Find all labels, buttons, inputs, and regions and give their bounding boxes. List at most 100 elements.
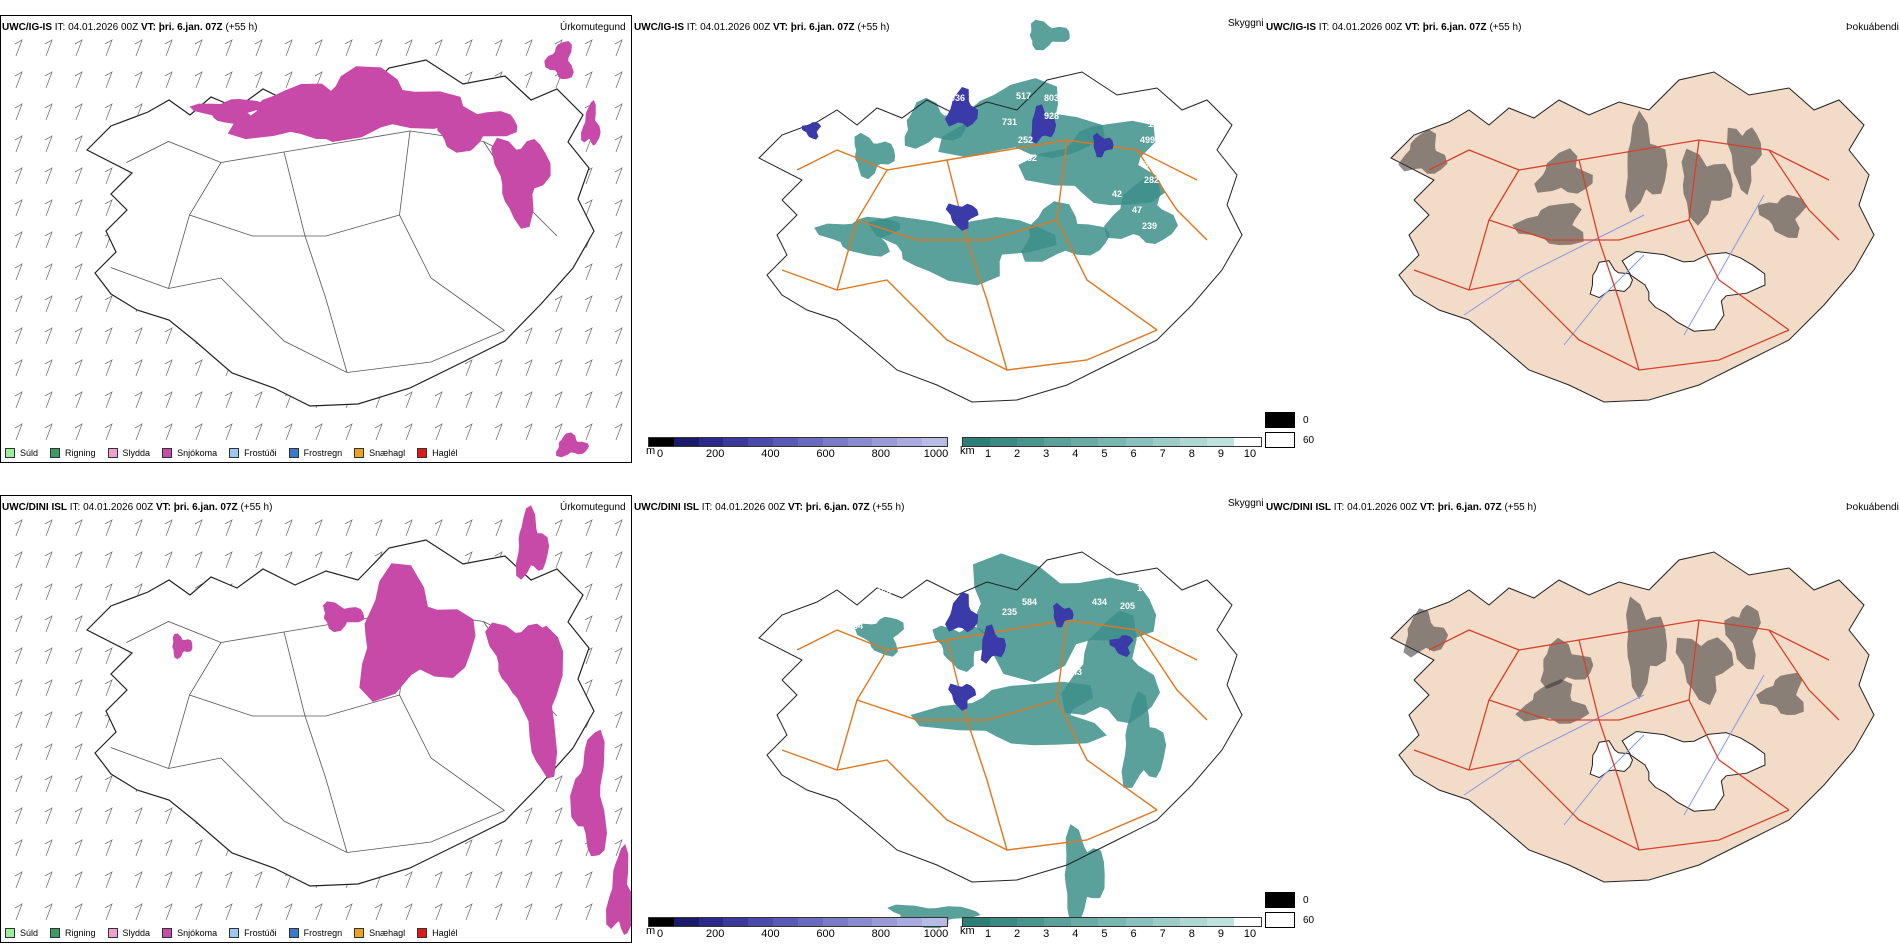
colorbar-tick: 2 [1014, 928, 1021, 940]
wind-barb [614, 679, 623, 697]
fog-legend-row1: 0 60 [1265, 412, 1314, 452]
wind-barb [554, 519, 563, 537]
colorbar-cell [649, 438, 674, 446]
wind-barb [74, 327, 83, 345]
wind-barb [134, 391, 143, 409]
river-line [1683, 194, 1765, 336]
wind-barb [14, 871, 23, 889]
colorbar-cell [1071, 438, 1099, 446]
wind-barb [374, 39, 383, 57]
wind-barb [554, 871, 563, 889]
legend-item-frostúði: Frostúði [229, 448, 277, 458]
road-line [856, 699, 1058, 721]
snow-area [172, 633, 193, 660]
visibility-panel-row2: 368 584 434 135 205 160 235 764 43 176 [632, 495, 1264, 943]
wind-barb [224, 423, 233, 441]
legend-label: Haglél [432, 448, 458, 458]
wind-barb [494, 839, 503, 857]
wind-barb [254, 71, 263, 89]
wind-barb [74, 647, 83, 665]
wind-barb [164, 839, 173, 857]
colorbar-cell [723, 918, 749, 926]
wind-barb [404, 871, 413, 889]
legend-label: Súld [20, 448, 39, 458]
wind-barb [554, 391, 563, 409]
wind-barb [464, 423, 473, 441]
wind-barb [614, 519, 623, 537]
road-line [1468, 139, 1830, 291]
wind-barb [74, 519, 83, 537]
height-label: 731 [1002, 117, 1017, 127]
height-colorbar-labels: 0 200 400 600 800 1000 [648, 927, 948, 941]
legend-swatch [229, 448, 240, 458]
wind-barb [104, 359, 113, 377]
colorbar-tick: 9 [1217, 448, 1224, 460]
height-label: 43 [1072, 667, 1082, 677]
visibility-unit: km [960, 445, 975, 457]
wind-barb [554, 839, 563, 857]
colorbar-tick: 9 [1217, 928, 1224, 940]
wind-barb [434, 423, 443, 441]
wind-barb [194, 839, 203, 857]
wind-barb [104, 71, 113, 89]
panel-title-fog-row2: Þokuábendi [1846, 502, 1899, 513]
panel-title-visibility-row2: Skyggni [1228, 498, 1264, 509]
colorbar-tick: 200 [706, 448, 725, 460]
colorbar-cell [773, 918, 798, 926]
wind-barb [104, 647, 113, 665]
wind-barb [14, 103, 23, 121]
wind-barb [614, 583, 623, 601]
snow-area [513, 625, 564, 779]
colorbar-cell [797, 438, 823, 446]
legend-label: Súld [20, 928, 39, 938]
legend-label: Snæhagl [369, 928, 406, 938]
wind-barb [134, 39, 143, 57]
wind-barb [434, 871, 443, 889]
wind-barb [494, 359, 503, 377]
low-ceiling-area [945, 203, 979, 231]
wind-barb [134, 423, 143, 441]
snow-area [491, 137, 551, 229]
wind-barb [494, 391, 503, 409]
wind-barb [374, 903, 383, 921]
legend-label: Snæhagl [369, 448, 406, 458]
fog-patch [1727, 127, 1762, 196]
legend-label: Slydda [122, 448, 151, 458]
wind-barb [104, 839, 113, 857]
height-label: 47 [1132, 205, 1142, 215]
wind-barb [584, 359, 593, 377]
wind-barb [194, 71, 203, 89]
wind-barb [224, 871, 233, 889]
wind-barb [584, 391, 593, 409]
wind-barb [104, 903, 113, 921]
low-ceiling-area [945, 592, 979, 633]
wind-barb [44, 423, 53, 441]
colorbar-cell [963, 438, 991, 446]
visibility-colorbar-labels: 1 2 3 4 5 6 7 8 9 10 [962, 447, 1262, 461]
legend-item-snæhagl: Snæhagl [354, 448, 405, 458]
wind-barb [614, 199, 623, 217]
legend-label: Rigning [65, 448, 96, 458]
low-ceiling-areas [945, 592, 1134, 711]
height-colorbar-labels: 0 200 400 600 800 1000 [648, 447, 948, 461]
colorbar-tick: 6 [1130, 448, 1137, 460]
wind-barb [194, 903, 203, 921]
low-ceiling-area [801, 122, 822, 140]
wind-barb [74, 199, 83, 217]
wind-barb [224, 903, 233, 921]
snow-areas [189, 41, 601, 458]
colorbar-tick: 400 [761, 448, 780, 460]
road-line [946, 639, 1008, 851]
wind-barb [134, 359, 143, 377]
colorbar-cell [1044, 918, 1072, 926]
iceland-coastline [1390, 71, 1875, 403]
snow-area [435, 101, 518, 153]
wind-barb [14, 551, 23, 569]
wind-barb [584, 199, 593, 217]
legend-item-frostúði: Frostúði [229, 928, 277, 938]
road-line [1136, 629, 1208, 721]
height-label: 499 [1140, 135, 1155, 145]
height-label: 262 [1022, 153, 1037, 163]
legend-label: Frostregn [303, 448, 343, 458]
wind-barb [284, 71, 293, 89]
